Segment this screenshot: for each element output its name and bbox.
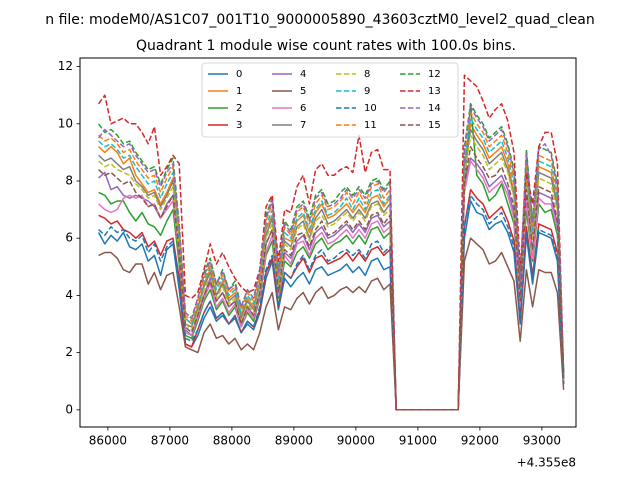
legend-label: 2	[236, 103, 242, 114]
series-line-4	[98, 157, 565, 411]
x-tick-label: 89000	[275, 434, 313, 448]
legend-label: 7	[300, 120, 306, 131]
series-line-13	[97, 74, 565, 411]
x-axis-offset-label: +4.355e8	[517, 456, 576, 470]
series-line-0	[97, 200, 565, 411]
y-tick-label: 8	[65, 174, 73, 188]
x-tick-label: 91000	[399, 434, 437, 448]
series-line-10	[98, 194, 565, 411]
legend-label: 13	[428, 86, 441, 97]
chart-title: Quadrant 1 module wise count rates with …	[136, 38, 516, 54]
legend-box	[201, 62, 459, 138]
figure-suptitle: n file: modeM0/AS1C07_001T10_9000005890_…	[45, 12, 594, 28]
x-tick-label: 86000	[89, 434, 127, 448]
legend-label: 10	[364, 103, 377, 114]
series-line-14	[97, 105, 565, 411]
series-line-1	[98, 123, 565, 411]
series-line-11	[98, 111, 565, 411]
legend-label: 0	[236, 69, 242, 80]
series-line-5	[98, 237, 565, 411]
y-tick-label: 4	[65, 288, 73, 302]
y-tick-label: 10	[58, 116, 73, 130]
legend-label: 1	[236, 86, 242, 97]
series-line-7	[98, 128, 565, 411]
y-tick-label: 12	[58, 59, 73, 73]
series-line-9	[98, 117, 565, 411]
legend-label: 4	[300, 69, 306, 80]
x-tick-label: 88000	[213, 434, 251, 448]
legend-label: 14	[428, 103, 441, 114]
legend-label: 5	[300, 86, 306, 97]
y-tick-label: 2	[65, 345, 73, 359]
y-tick-label: 0	[65, 402, 73, 416]
legend-label: 11	[364, 120, 377, 131]
series-layer	[97, 74, 565, 411]
x-tick-label: 92000	[461, 434, 499, 448]
series-line-15	[98, 145, 565, 411]
y-tick-label: 6	[65, 231, 73, 245]
x-tick-label: 87000	[151, 434, 189, 448]
x-tick-label: 93000	[523, 434, 561, 448]
legend-label: 6	[300, 103, 306, 114]
legend-label: 15	[428, 120, 441, 131]
series-line-6	[98, 160, 565, 411]
x-tick-label: 90000	[337, 434, 375, 448]
legend-label: 8	[364, 69, 370, 80]
series-line-8	[98, 134, 565, 411]
legend-label: 3	[236, 120, 242, 131]
x-axis: 86000 87000 88000 89000 90000 91000 92000 93000	[89, 427, 561, 448]
series-line-2	[98, 103, 565, 411]
y-axis: 0 2 4 6 8 10 12	[58, 59, 80, 416]
legend-label: 9	[364, 86, 370, 97]
series-line-12	[97, 103, 565, 411]
legend-label: 12	[428, 69, 441, 80]
plot-frame	[79, 57, 577, 428]
series-line-3	[98, 188, 565, 411]
